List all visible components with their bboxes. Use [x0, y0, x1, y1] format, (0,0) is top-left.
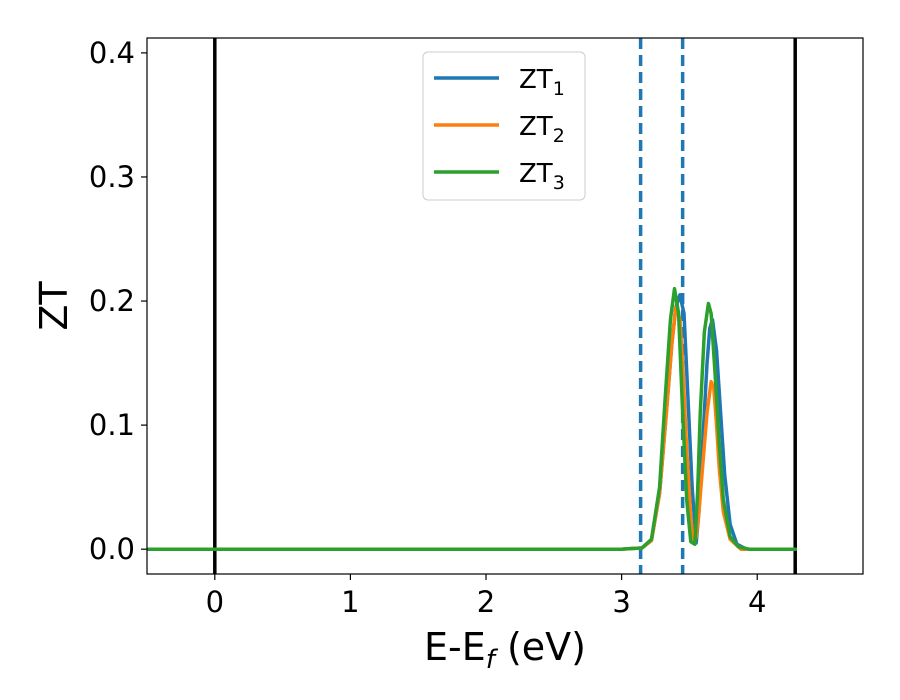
x-tick-label-0: 0 — [206, 585, 224, 619]
plot-area — [147, 38, 797, 574]
plot-clip-group — [147, 38, 797, 574]
series-line-3 — [147, 286, 797, 551]
x-tick-label-2: 2 — [477, 585, 495, 619]
y-tick-label-0: 0.0 — [89, 532, 135, 566]
legend: ZT1 ZT2 ZT3 — [422, 51, 586, 201]
y-tick-label-4: 0.4 — [89, 36, 135, 70]
x-axis-label: E-Ef (eV) — [424, 625, 586, 675]
x-tick-label-3: 3 — [612, 585, 630, 619]
legend-box — [422, 51, 586, 201]
y-axis-label: ZT — [32, 281, 76, 331]
axes-frame — [146, 37, 864, 575]
x-tick-label-4: 4 — [748, 585, 766, 619]
legend-label-1: ZT1 — [519, 65, 565, 100]
x-tick-label-1: 1 — [341, 585, 359, 619]
y-tick-label-3: 0.3 — [89, 160, 135, 194]
legend-label-2: ZT2 — [519, 112, 565, 147]
y-tick-label-2: 0.2 — [89, 284, 135, 318]
legend-label-3: ZT3 — [519, 159, 565, 194]
axes: 0 1 2 3 4 0.0 0.1 0.2 0.3 0.4 E-Ef (eV) ZT — [32, 36, 864, 675]
y-tick-label-1: 0.1 — [89, 408, 135, 442]
